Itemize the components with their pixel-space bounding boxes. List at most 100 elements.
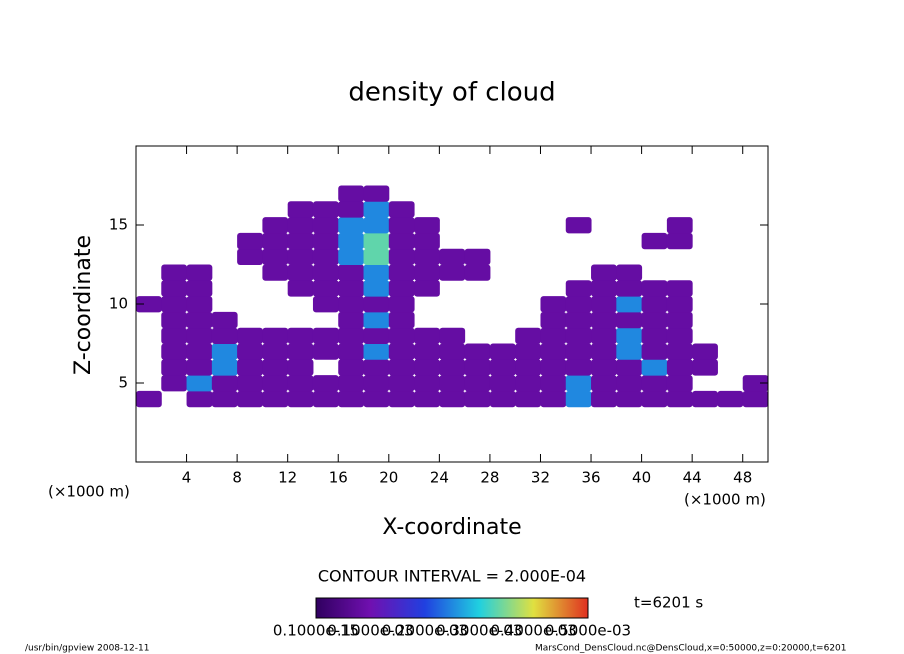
- contour-cell: [262, 264, 289, 281]
- contour-cell: [666, 217, 693, 234]
- contour-cell: [540, 343, 567, 360]
- contour-cell: [211, 311, 238, 329]
- contour-cell: [616, 264, 643, 281]
- contour-cell: [515, 390, 541, 408]
- contour-cell: [641, 311, 668, 329]
- contour-cell: [287, 248, 314, 265]
- contour-cell: [439, 390, 466, 408]
- contour-cell: [363, 264, 390, 281]
- contour-cell: [540, 296, 567, 313]
- x-tick-label: 48: [733, 469, 752, 487]
- contour-cell: [388, 296, 415, 313]
- contour-cell: [237, 232, 263, 250]
- x-units-label: (×1000 m): [48, 483, 130, 501]
- contour-cell: [287, 280, 314, 297]
- contour-cell: [388, 343, 415, 360]
- contour-cell: [363, 232, 390, 250]
- contour-cell: [388, 327, 415, 344]
- contour-cell: [565, 217, 592, 234]
- colorbar-label: 0.2000e-03: [382, 622, 468, 640]
- contour-cell: [338, 232, 365, 250]
- contour-cell: [666, 296, 693, 313]
- colorbar-label: 0.3000e-03: [436, 622, 522, 640]
- contour-cell: [161, 327, 188, 344]
- contour-cell: [414, 359, 440, 376]
- contour-cell: [161, 375, 188, 392]
- contour-cell: [287, 375, 314, 392]
- x-tick-label: 44: [683, 469, 702, 487]
- contour-cell: [616, 375, 643, 392]
- contour-cell: [591, 343, 617, 360]
- colorbar-label: 0.5000e-03: [545, 622, 631, 640]
- contour-cell: [388, 264, 415, 281]
- contour-cell: [186, 296, 213, 313]
- contour-cell: [489, 359, 516, 376]
- contour-cell: [161, 296, 188, 313]
- contour-cell: [666, 327, 693, 344]
- contour-cell: [262, 248, 289, 265]
- contour-cell: [312, 375, 339, 392]
- contour-cell: [591, 390, 617, 408]
- contour-cell: [641, 296, 668, 313]
- contour-cell: [363, 359, 390, 376]
- y-axis-label: Z-coordinate: [71, 235, 96, 375]
- contour-cell: [591, 264, 617, 281]
- x-tick-label: 24: [430, 469, 449, 487]
- contour-cell: [262, 359, 289, 376]
- contour-cell: [540, 359, 567, 376]
- contour-cell: [161, 264, 188, 281]
- contour-cell: [666, 280, 693, 297]
- contour-cell: [388, 359, 415, 376]
- contour-cell: [565, 343, 592, 360]
- contour-cell: [287, 217, 314, 234]
- contour-cell: [439, 343, 466, 360]
- contour-cell: [565, 375, 592, 392]
- contour-cell: [186, 280, 213, 297]
- contour-cell: [414, 375, 440, 392]
- contour-cell: [237, 327, 263, 344]
- colorbar-label: 0.1000e-15: [273, 622, 359, 640]
- contour-cell: [414, 264, 440, 281]
- contour-cell: [262, 232, 289, 250]
- contour-cell: [464, 264, 491, 281]
- contour-cell: [666, 375, 693, 392]
- contour-cell: [565, 390, 592, 408]
- contour-cell: [666, 232, 693, 250]
- x-tick-label: 16: [329, 469, 348, 487]
- contour-cell: [363, 375, 390, 392]
- footer-right: MarsCond_DensCloud.nc@DensCloud,x=0:5000…: [535, 644, 847, 654]
- contour-cell: [287, 327, 314, 344]
- x-tick-label: 4: [182, 469, 192, 487]
- contour-cell: [641, 280, 668, 297]
- contour-cell: [414, 280, 440, 297]
- x-tick-label: 32: [531, 469, 550, 487]
- contour-cell: [312, 248, 339, 265]
- contour-cell: [287, 359, 314, 376]
- contour-cell: [363, 185, 390, 202]
- contour-cell: [565, 359, 592, 376]
- contour-cell: [591, 280, 617, 297]
- contour-cell: [616, 327, 643, 344]
- contour-cell: [338, 343, 365, 360]
- contour-cell: [338, 327, 365, 344]
- contour-cell: [388, 248, 415, 265]
- contour-cell: [641, 232, 668, 250]
- contour-cell: [439, 375, 466, 392]
- contour-cell: [515, 359, 541, 376]
- contour-cell: [641, 390, 668, 408]
- contour-cell: [161, 311, 188, 329]
- x-tick-label: 20: [379, 469, 398, 487]
- contour-cell: [211, 390, 238, 408]
- contour-cell: [540, 390, 567, 408]
- contour-cell: [515, 343, 541, 360]
- contour-cell: [489, 390, 516, 408]
- contour-cell: [616, 343, 643, 360]
- contour-cell: [338, 390, 365, 408]
- contour-cell: [136, 296, 162, 313]
- contour-cell: [287, 232, 314, 250]
- contour-cell: [540, 375, 567, 392]
- x-tick-label: 28: [480, 469, 499, 487]
- contour-cell: [591, 311, 617, 329]
- contour-cell: [186, 343, 213, 360]
